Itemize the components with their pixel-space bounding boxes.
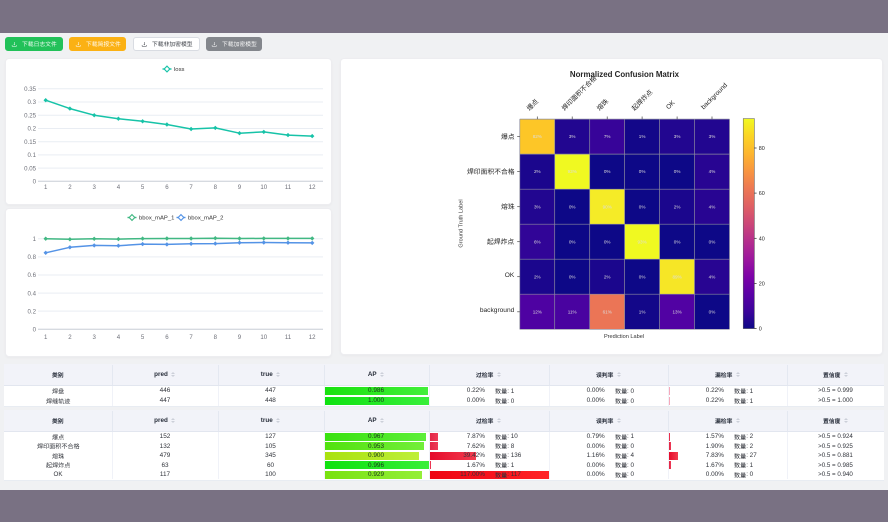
svg-text:12%: 12% bbox=[532, 309, 541, 314]
svg-text:2%: 2% bbox=[533, 274, 540, 279]
svg-text:0.4: 0.4 bbox=[27, 290, 36, 297]
svg-text:40: 40 bbox=[759, 236, 765, 242]
svg-text:6: 6 bbox=[165, 183, 169, 190]
svg-text:0%: 0% bbox=[568, 239, 575, 244]
svg-text:8: 8 bbox=[213, 183, 217, 190]
svg-text:6%: 6% bbox=[533, 239, 540, 244]
svg-text:3%: 3% bbox=[708, 134, 715, 139]
svg-text:1%: 1% bbox=[638, 134, 645, 139]
svg-text:80: 80 bbox=[759, 146, 765, 152]
svg-text:8: 8 bbox=[213, 334, 217, 341]
svg-text:0%: 0% bbox=[673, 239, 680, 244]
svg-text:93%: 93% bbox=[567, 169, 576, 174]
svg-text:3: 3 bbox=[92, 334, 96, 341]
svg-text:0%: 0% bbox=[568, 274, 575, 279]
svg-text:3%: 3% bbox=[673, 134, 680, 139]
svg-text:60: 60 bbox=[759, 191, 765, 197]
svg-text:0%: 0% bbox=[638, 169, 645, 174]
svg-text:0%: 0% bbox=[708, 239, 715, 244]
svg-text:4: 4 bbox=[116, 183, 120, 190]
svg-text:82%: 82% bbox=[532, 134, 541, 139]
svg-text:0.2: 0.2 bbox=[27, 125, 36, 132]
svg-text:bbox_mAP_1: bbox_mAP_1 bbox=[139, 215, 174, 221]
svg-text:11: 11 bbox=[284, 183, 291, 190]
svg-text:3: 3 bbox=[92, 183, 96, 190]
svg-text:10: 10 bbox=[260, 183, 267, 190]
svg-text:6: 6 bbox=[165, 334, 169, 341]
svg-text:2%: 2% bbox=[603, 274, 610, 279]
svg-text:0%: 0% bbox=[638, 204, 645, 209]
svg-text:5: 5 bbox=[140, 183, 144, 190]
svg-text:7%: 7% bbox=[603, 134, 610, 139]
svg-text:9: 9 bbox=[237, 334, 241, 341]
svg-text:0: 0 bbox=[759, 327, 762, 333]
svg-text:0.05: 0.05 bbox=[24, 165, 36, 172]
svg-text:9: 9 bbox=[237, 183, 241, 190]
svg-text:89%: 89% bbox=[672, 274, 681, 279]
svg-text:0.1: 0.1 bbox=[27, 152, 36, 159]
svg-text:0.25: 0.25 bbox=[24, 112, 36, 119]
svg-text:3%: 3% bbox=[533, 204, 540, 209]
svg-text:1: 1 bbox=[32, 236, 36, 243]
svg-text:0: 0 bbox=[32, 326, 36, 333]
svg-text:1: 1 bbox=[44, 183, 48, 190]
svg-text:2: 2 bbox=[68, 334, 72, 341]
svg-text:4%: 4% bbox=[708, 169, 715, 174]
svg-text:12: 12 bbox=[308, 334, 315, 341]
svg-text:0.35: 0.35 bbox=[24, 86, 36, 93]
svg-text:2: 2 bbox=[68, 183, 72, 190]
svg-text:5: 5 bbox=[140, 334, 144, 341]
svg-text:11%: 11% bbox=[567, 309, 576, 314]
svg-text:0%: 0% bbox=[638, 274, 645, 279]
svg-text:0.3: 0.3 bbox=[27, 99, 36, 106]
svg-text:1: 1 bbox=[44, 334, 48, 341]
svg-text:0.15: 0.15 bbox=[24, 138, 36, 145]
svg-text:0.6: 0.6 bbox=[27, 272, 36, 279]
svg-text:11: 11 bbox=[284, 334, 291, 341]
svg-text:0%: 0% bbox=[603, 239, 610, 244]
svg-text:loss: loss bbox=[174, 67, 185, 73]
svg-text:0%: 0% bbox=[708, 309, 715, 314]
svg-text:0%: 0% bbox=[603, 169, 610, 174]
svg-text:0%: 0% bbox=[673, 169, 680, 174]
svg-text:3%: 3% bbox=[568, 134, 575, 139]
svg-text:0: 0 bbox=[32, 178, 36, 185]
svg-text:0.8: 0.8 bbox=[27, 254, 36, 261]
svg-text:93%: 93% bbox=[637, 239, 646, 244]
svg-text:13%: 13% bbox=[672, 309, 681, 314]
svg-text:Normalized Confusion Matrix: Normalized Confusion Matrix bbox=[569, 70, 679, 79]
svg-text:2%: 2% bbox=[533, 169, 540, 174]
svg-text:4: 4 bbox=[116, 334, 120, 341]
svg-text:4%: 4% bbox=[708, 274, 715, 279]
svg-text:20: 20 bbox=[759, 281, 765, 287]
svg-text:12: 12 bbox=[308, 183, 315, 190]
svg-text:1%: 1% bbox=[638, 309, 645, 314]
svg-text:4%: 4% bbox=[708, 204, 715, 209]
svg-text:0.2: 0.2 bbox=[27, 308, 36, 315]
svg-text:7: 7 bbox=[189, 183, 193, 190]
svg-text:10: 10 bbox=[260, 334, 267, 341]
svg-text:90%: 90% bbox=[602, 204, 611, 209]
svg-text:0%: 0% bbox=[568, 204, 575, 209]
svg-text:61%: 61% bbox=[602, 309, 611, 314]
svg-text:7: 7 bbox=[189, 334, 193, 341]
svg-text:bbox_mAP_2: bbox_mAP_2 bbox=[188, 215, 223, 221]
svg-text:2%: 2% bbox=[673, 204, 680, 209]
